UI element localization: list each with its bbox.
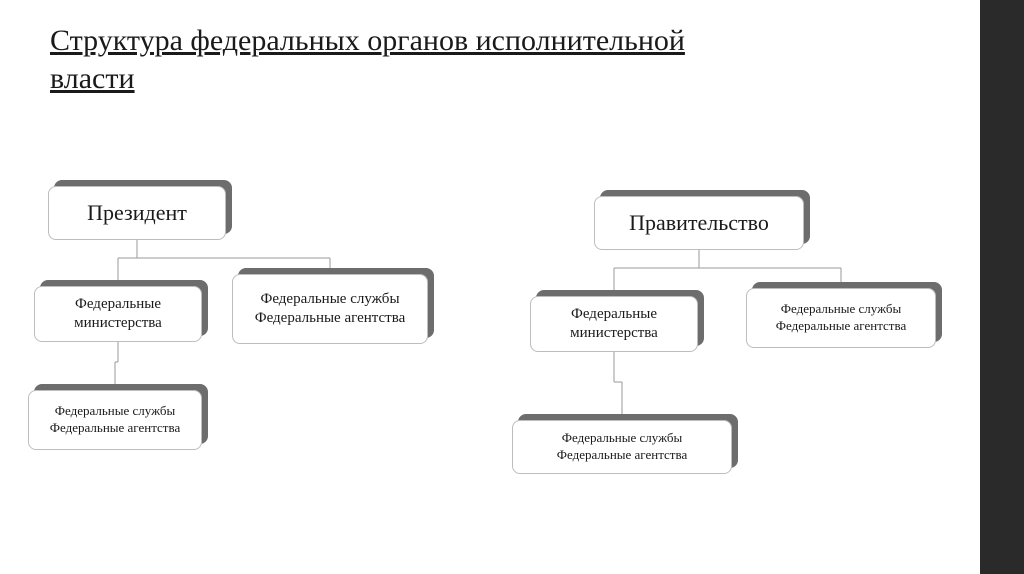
node-label: Федеральные службы — [260, 290, 399, 310]
node-label-2: Федеральные агентства — [50, 420, 180, 437]
node-label-2: Федеральные агентства — [776, 318, 906, 335]
node-label: Федеральные службы — [562, 430, 683, 447]
diagram-canvas: ПрезидентПравительствоФедеральныеминисте… — [0, 0, 980, 574]
node-p_svc: Федеральные службыФедеральные агентства — [232, 274, 428, 344]
node-g_sub: Федеральные службыФедеральные агентства — [512, 420, 732, 474]
node-label: Правительство — [629, 209, 769, 238]
node-label: Федеральные — [571, 305, 657, 325]
node-label-2: Федеральные агентства — [255, 309, 406, 329]
node-label: Президент — [87, 199, 187, 228]
node-g_min: Федеральныеминистерства — [530, 296, 698, 352]
node-label: Федеральные службы — [781, 301, 902, 318]
node-gov: Правительство — [594, 196, 804, 250]
node-label-2: министерства — [74, 314, 162, 334]
node-p_sub: Федеральные службыФедеральные агентства — [28, 390, 202, 450]
node-label-2: Федеральные агентства — [557, 447, 687, 464]
node-g_svc: Федеральные службыФедеральные агентства — [746, 288, 936, 348]
right-sidebar — [980, 0, 1024, 574]
node-label-2: министерства — [570, 324, 658, 344]
node-label: Федеральные — [75, 295, 161, 315]
node-label: Федеральные службы — [55, 403, 176, 420]
node-president: Президент — [48, 186, 226, 240]
node-p_min: Федеральныеминистерства — [34, 286, 202, 342]
